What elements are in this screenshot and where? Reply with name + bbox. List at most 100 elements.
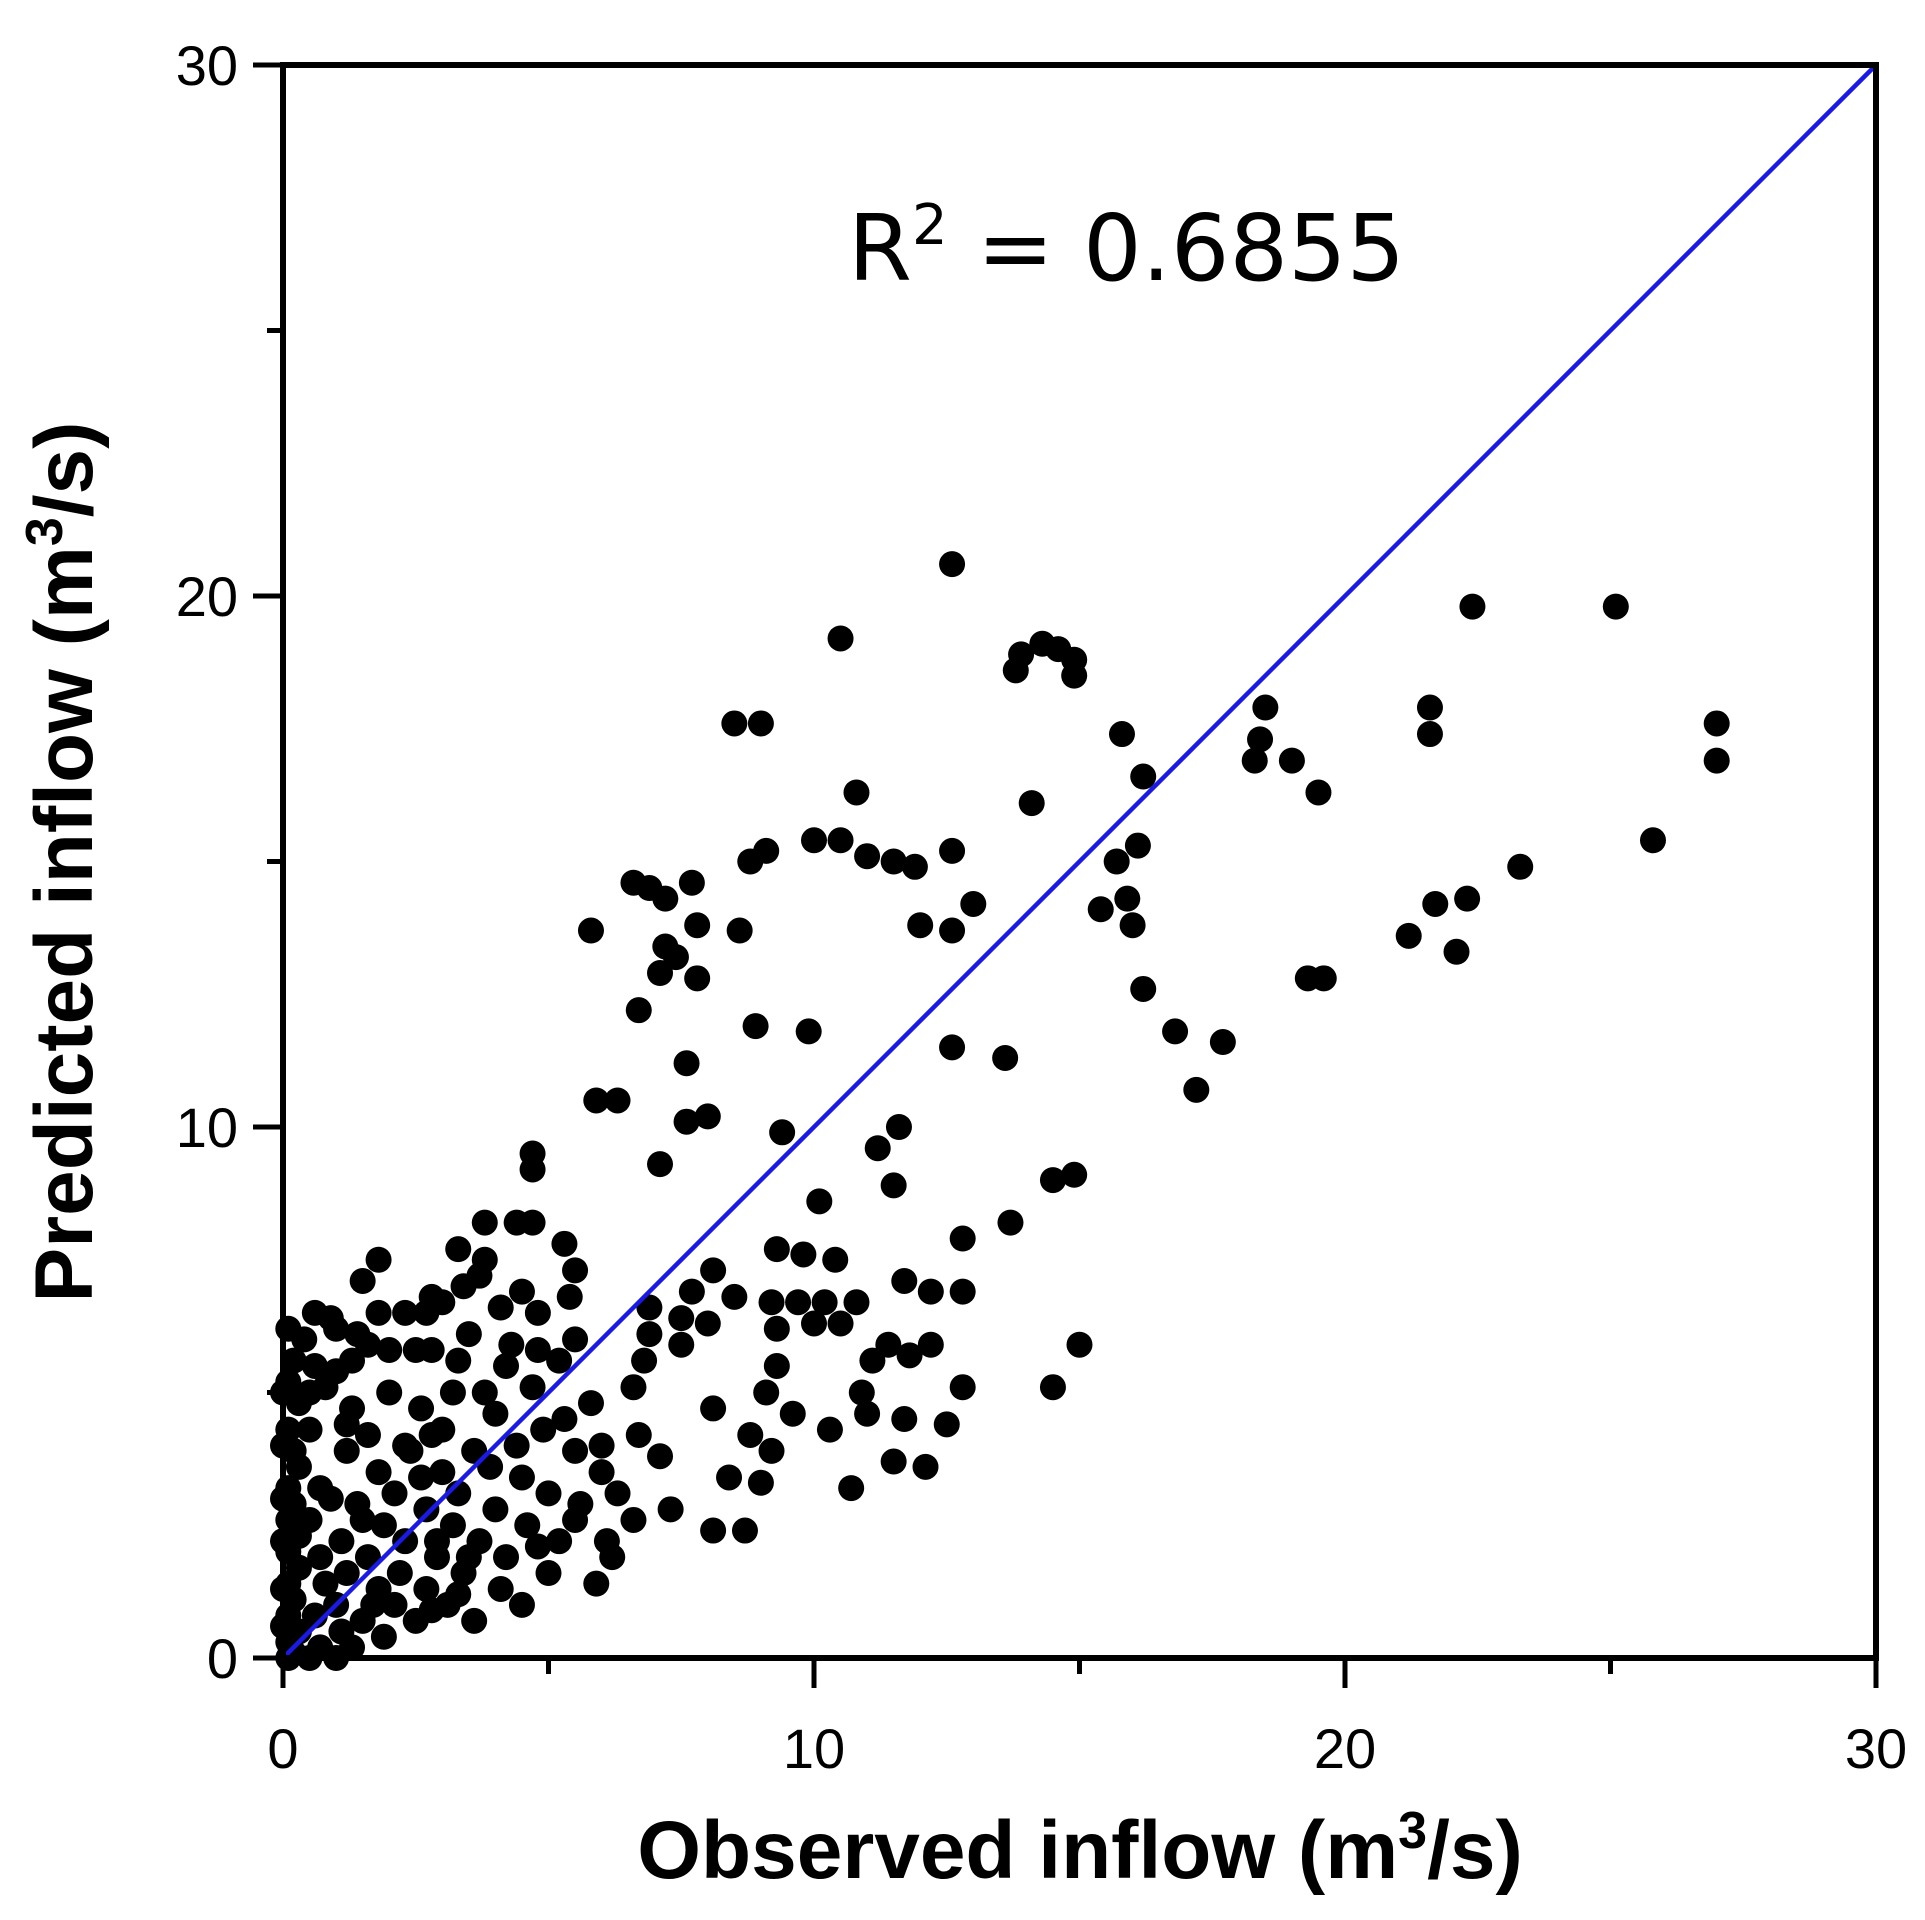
data-point [721,710,748,737]
data-point [360,1591,387,1618]
data-point [493,1352,520,1379]
y-tick-label: 20 [176,565,238,628]
data-point [1247,726,1274,753]
data-point [843,779,870,806]
data-point [716,1464,743,1491]
data-point [896,1342,923,1369]
data-point [370,1512,397,1539]
data-point [721,1283,748,1310]
points-layer [270,551,1730,1671]
data-point [285,1453,312,1480]
data-point [280,1347,307,1374]
data-point [455,1321,482,1348]
data-point [354,1331,381,1358]
data-point [562,1326,589,1353]
data-point [445,1347,472,1374]
data-point [997,1209,1024,1236]
x-tick-label: 10 [783,1717,845,1780]
data-point [891,1406,918,1433]
data-point [1703,747,1730,774]
data-point [524,1533,551,1560]
data-point [636,1321,663,1348]
data-point [763,1236,790,1263]
data-point [758,1437,785,1464]
data-point [519,1209,546,1236]
data-point [445,1236,472,1263]
data-point [822,1246,849,1273]
data-point [291,1326,318,1353]
data-point [413,1575,440,1602]
data-point [652,885,679,912]
data-point [1061,1161,1088,1188]
data-point [514,1512,541,1539]
data-point [439,1379,466,1406]
data-point [1416,721,1443,748]
data-point [508,1464,535,1491]
data-point [854,843,881,870]
data-point [838,1475,865,1502]
data-point [694,1310,721,1337]
data-point [843,1289,870,1316]
data-point [365,1299,392,1326]
data-point [1002,657,1029,684]
data-point [801,1310,827,1337]
data-point [1124,832,1151,859]
data-point [1103,848,1130,875]
data-point [1130,975,1157,1002]
data-point [747,710,774,737]
data-point [885,1114,912,1140]
data-point [519,1374,546,1401]
data-point [939,917,966,944]
data-point [763,1315,790,1342]
data-point [880,848,907,875]
data-point [333,1411,360,1438]
data-point [381,1480,408,1507]
data-point [1278,747,1305,774]
x-axis-title: Observed inflow (m3/s) [637,1802,1523,1896]
data-point [381,1591,408,1618]
data-point [588,1432,615,1459]
data-point [577,1390,604,1417]
data-point [418,1597,445,1624]
data-point [328,1528,355,1555]
y-axis-title: Predicted inflow (m3/s) [16,422,110,1303]
data-point [1252,694,1279,721]
data-point [939,837,966,864]
data-point [1602,593,1629,620]
data-point [439,1512,466,1539]
data-point [450,1273,477,1300]
data-point [333,1560,360,1587]
data-point [960,890,987,917]
x-tick-label: 20 [1314,1717,1376,1780]
data-point [508,1591,535,1618]
data-point [392,1432,419,1459]
data-point [1119,912,1146,939]
data-point [471,1379,498,1406]
data-point [312,1570,339,1597]
data-point [668,1331,695,1358]
data-point [647,1443,674,1470]
y-tick-label: 10 [176,1096,238,1159]
data-point [763,1352,790,1379]
data-point [1087,896,1114,923]
data-point [790,1241,817,1268]
data-point [551,1230,578,1257]
data-point [694,1103,721,1130]
data-point [349,1267,376,1294]
data-point [1454,885,1481,912]
data-point [323,1358,350,1385]
data-point [625,997,652,1024]
data-point [1018,790,1045,817]
data-point [769,1119,796,1146]
data-point [296,1416,323,1443]
data-point [917,1278,944,1305]
data-point [376,1379,403,1406]
data-point [392,1528,419,1555]
data-point [949,1374,976,1401]
data-point [429,1459,456,1486]
data-point [854,1400,881,1427]
data-point [461,1607,488,1634]
data-point [700,1395,727,1422]
data-point [864,1135,891,1162]
data-point [891,1267,918,1294]
